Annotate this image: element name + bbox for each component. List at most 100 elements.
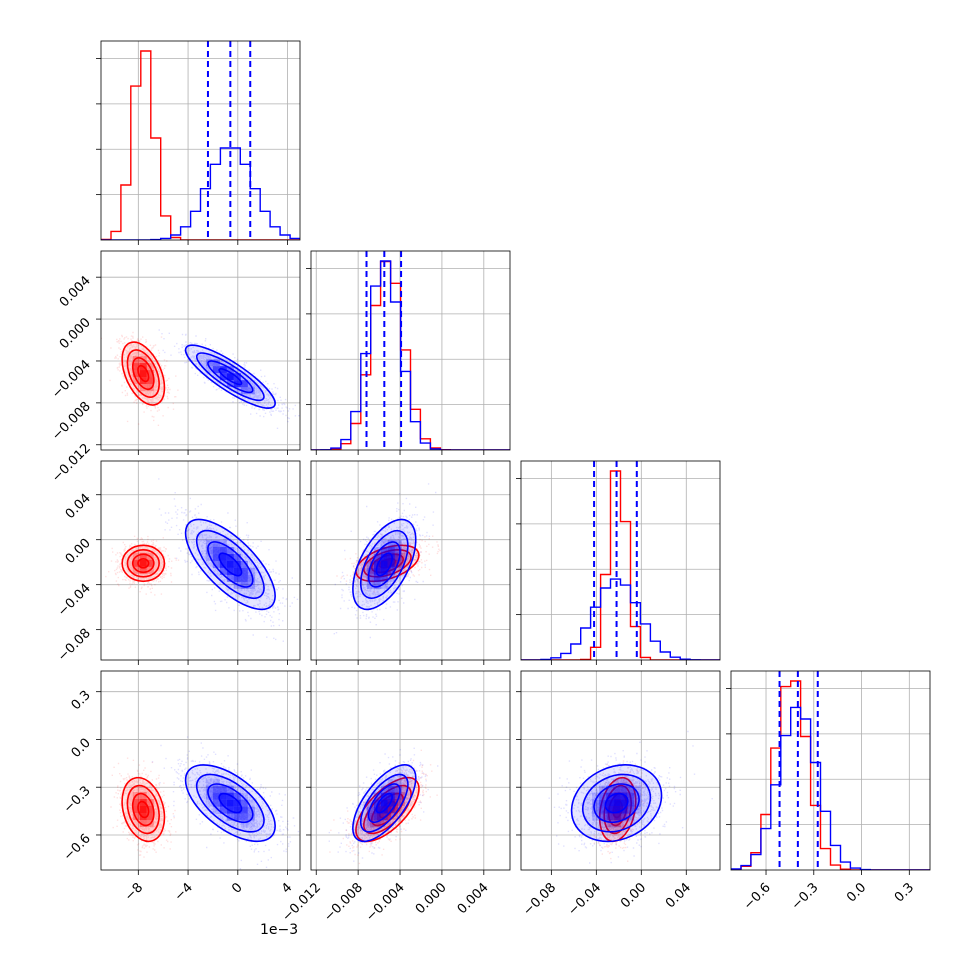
density-cell [366, 799, 374, 807]
y-tick-label: −0.6 [61, 831, 94, 864]
density-cell [366, 567, 374, 575]
density-cell [146, 559, 154, 567]
density-cell [226, 813, 234, 821]
contour-level [218, 368, 243, 386]
density-cell [226, 366, 234, 374]
y-tick-label: 0.04 [63, 491, 94, 522]
density-cell [226, 380, 234, 388]
density-cell [226, 560, 234, 568]
density-cell [205, 778, 213, 786]
density-cell [219, 553, 227, 561]
scatter-panel-2-3 [521, 671, 720, 870]
density-cell [373, 813, 381, 821]
density-cell [620, 785, 628, 793]
density-cell [380, 581, 388, 589]
density-cell [599, 806, 607, 814]
density-cell [606, 799, 614, 807]
y-tick-label: −0.08 [55, 626, 94, 665]
density-cell [219, 799, 227, 807]
density-cell [146, 813, 154, 821]
x-tick-label: 0.3 [892, 880, 917, 905]
density-cell [613, 799, 621, 807]
contour-level [137, 364, 150, 383]
density-cell [146, 370, 154, 378]
density-cell [139, 566, 147, 574]
density-cell [599, 799, 607, 807]
contour-level [375, 792, 393, 814]
density-cell [592, 799, 600, 807]
background-layer [101, 41, 930, 870]
y-tick-label: 0.000 [57, 315, 94, 352]
density-cell [394, 785, 402, 793]
histogram-step [731, 680, 930, 870]
density-cell [613, 820, 621, 828]
density-cell [247, 799, 255, 807]
contour-level [195, 352, 265, 402]
density-cell [627, 799, 635, 807]
histogram-frame-3 [730, 670, 931, 871]
histogram-panel-3 [731, 671, 930, 870]
density-cell [607, 813, 615, 821]
density-cell [240, 799, 248, 807]
scatter-frame-2-3 [520, 670, 721, 871]
density-cell [226, 373, 234, 381]
density-cell [634, 785, 642, 793]
contour-level [218, 552, 243, 577]
density-cell [132, 370, 140, 378]
contour-level [195, 529, 265, 599]
x-tick-label: −0.008 [321, 880, 366, 925]
density-cell [212, 539, 220, 547]
density-cell [366, 806, 374, 814]
contour-level [593, 783, 640, 824]
density-cell [212, 778, 220, 786]
contour-level [367, 541, 401, 588]
contour-level [137, 558, 150, 569]
y-tick-label: 0.004 [57, 273, 94, 310]
contour-level [207, 541, 254, 588]
density-cell [373, 567, 381, 575]
density-cell [599, 820, 607, 828]
density-cell [606, 785, 614, 793]
density-cell [634, 799, 642, 807]
density-cell [397, 806, 405, 814]
density-cell [369, 806, 377, 814]
density-cell [627, 806, 635, 814]
density-cell [613, 785, 621, 793]
contour-level [207, 783, 254, 824]
x-tick-label: 0.004 [455, 880, 492, 917]
density-cell [592, 806, 600, 814]
density-cell [226, 553, 234, 561]
contour-level [218, 792, 243, 814]
density-cell [212, 785, 220, 793]
density-cell [394, 792, 402, 800]
scatter-panel-0-3 [101, 671, 300, 870]
density-cell [146, 806, 154, 814]
contour-level [195, 773, 265, 833]
density-cell [132, 363, 140, 371]
scatter-frame-1-2 [310, 460, 511, 661]
contour-level [126, 349, 160, 398]
density-cell [394, 799, 402, 807]
density-cell [369, 813, 377, 821]
density-cell [387, 539, 395, 547]
contour-level [604, 792, 629, 814]
density-cell [146, 799, 154, 807]
density-cell [380, 560, 388, 568]
density-cell [212, 560, 220, 568]
x-tick-label: −0.004 [363, 880, 408, 925]
y-tick-label: −0.012 [49, 441, 94, 486]
scatter-frame-1-3 [310, 670, 511, 871]
x-tick-label: 0.04 [663, 880, 694, 911]
scatter-panel-1-3 [311, 671, 510, 870]
density-cell [592, 792, 600, 800]
x-tick-label: 0 [229, 880, 245, 896]
density-cell [394, 546, 402, 554]
density-cell [233, 574, 241, 582]
x-tick-label: 4 [279, 880, 295, 896]
density-cell [394, 778, 402, 786]
histogram-step [521, 578, 720, 660]
density-cell [373, 546, 381, 554]
density-cell [226, 799, 234, 807]
density-cell [606, 806, 614, 814]
x-tick-label: 0.000 [413, 880, 450, 917]
